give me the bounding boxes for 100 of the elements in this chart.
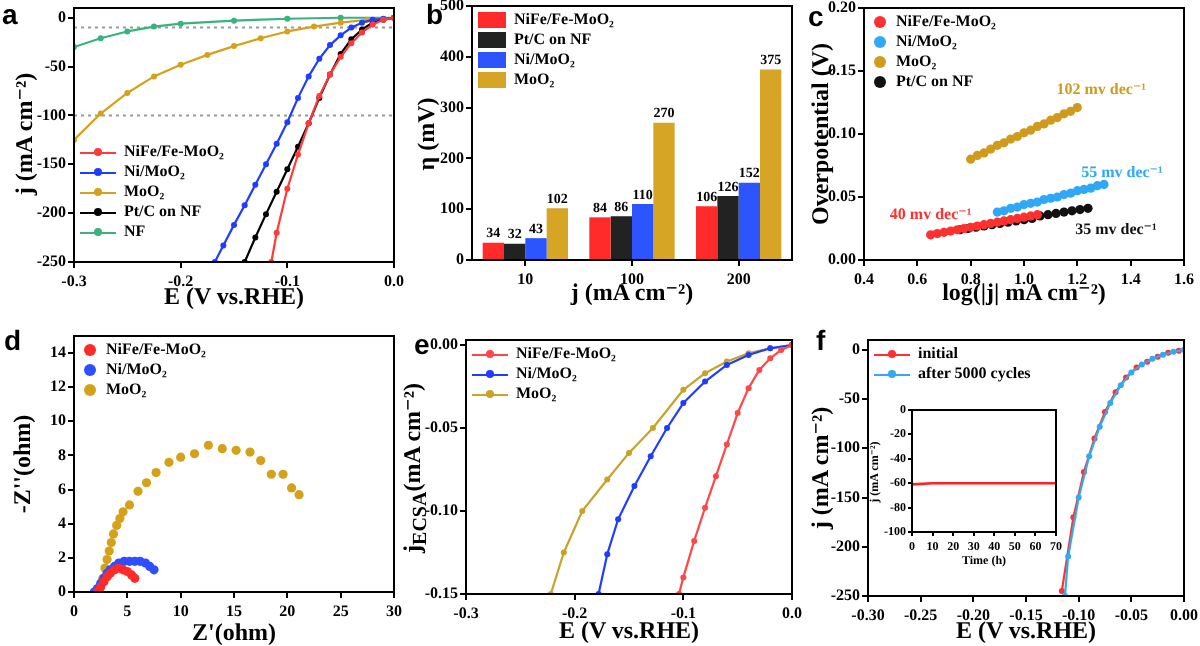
y-tick-label: -200: [830, 536, 860, 555]
y-tick-label: -0.15: [424, 584, 458, 603]
x-tick-label: 20: [279, 601, 296, 620]
legend-label: after 5000 cycles: [918, 364, 1031, 384]
y-tick-label: 200: [440, 148, 464, 167]
y-tick-label: -50: [44, 56, 66, 75]
legend-label: Ni/MoO₂: [106, 360, 167, 380]
x-tick-label: 10: [517, 269, 534, 288]
x-tick-label: 200: [726, 269, 751, 288]
y-tick-label: 2: [58, 547, 66, 566]
legend-label: MoO₂: [896, 52, 937, 72]
x-tick-label: 1.6: [1174, 269, 1194, 288]
annotation: 55 mv dec⁻¹: [1081, 162, 1165, 181]
chart-title: a: [2, 0, 18, 30]
x-tick-label: -0.3: [453, 603, 479, 622]
x-tick-label: -0.15: [1009, 605, 1043, 624]
x-tick-label: -0.1: [274, 271, 301, 290]
legend-label: Ni/MoO₂: [514, 50, 575, 70]
y-tick-label: 0.00: [430, 335, 458, 354]
annotation: 40 mv dec⁻¹: [889, 204, 973, 223]
x-tick-label: 0: [70, 601, 78, 620]
y-axis-title: Overpotential (V): [806, 43, 834, 225]
legend-label: MoO₂: [516, 384, 557, 404]
legend-label: MoO₂: [106, 380, 147, 400]
y-tick-label: 12: [50, 377, 66, 396]
y-axis-title: j (mA cm⁻²): [10, 72, 38, 196]
chart-title: e: [414, 328, 430, 360]
x-tick-label: -0.1: [670, 603, 697, 622]
y-axis-title: j (mA cm⁻²): [806, 406, 834, 530]
x-tick-label: -0.20: [956, 605, 991, 624]
legend-label: NiFe/Fe-MoO₂: [896, 12, 996, 32]
chart-title: f: [816, 324, 826, 356]
x-tick-label: 25: [332, 601, 349, 620]
x-tick-label: 5: [123, 601, 132, 620]
x-tick-label: -0.3: [61, 271, 87, 290]
y-tick-label: -0.10: [424, 501, 458, 520]
x-tick-label: 15: [226, 601, 242, 620]
y-tick-label: 0.00: [828, 250, 856, 269]
x-axis-title: E (V vs.RHE): [558, 616, 700, 644]
y-tick-label: -150: [830, 487, 860, 506]
y-tick-label: 300: [440, 97, 464, 116]
y-tick-label: 500: [440, 0, 464, 15]
x-axis-title: Z'(ohm): [192, 618, 276, 646]
y-tick-label: 0: [456, 250, 464, 269]
legend-label: Pt/C on NF: [896, 72, 974, 92]
y-tick-label: 14: [50, 343, 66, 362]
x-tick-label: 1.0: [1014, 269, 1034, 288]
x-tick-label: 0.6: [907, 269, 928, 288]
y-tick-label: -150: [36, 154, 66, 173]
legend-label: MoO₂: [514, 70, 555, 90]
legend-label: NiFe/Fe-MoO₂: [124, 142, 224, 162]
y-tick-label: 8: [58, 445, 66, 464]
y-tick-label: 0.20: [828, 0, 856, 17]
x-tick-label: -0.2: [561, 603, 588, 622]
x-tick-label: 1.2: [1067, 269, 1088, 288]
legend-label: Pt/C on NF: [514, 30, 592, 50]
legend-label: NF: [124, 222, 146, 242]
x-tick-label: 0.0: [782, 603, 802, 622]
x-tick-label: 0.8: [960, 269, 981, 288]
legend-label: NiFe/Fe-MoO₂: [106, 340, 206, 360]
x-tick-label: -0.30: [851, 605, 885, 624]
y-tick-label: -100: [36, 105, 66, 124]
chart-title: d: [4, 324, 22, 356]
y-tick-label: -250: [830, 586, 860, 605]
y-axis-title: -Z''(ohm): [8, 414, 36, 514]
x-tick-label: -0.10: [1061, 605, 1096, 624]
y-tick-label: 100: [440, 199, 464, 218]
x-tick-label: -0.2: [167, 271, 194, 290]
y-tick-label: 400: [440, 46, 464, 65]
y-axis-title: η (mV): [412, 96, 440, 170]
y-tick-label: 4: [58, 513, 66, 532]
y-tick-label: -250: [36, 252, 66, 271]
x-tick-label: 0.00: [1170, 605, 1198, 624]
x-tick-label: 1.4: [1120, 269, 1141, 288]
y-tick-label: -100: [830, 438, 860, 457]
y-tick-label: 0: [58, 582, 66, 601]
y-tick-label: 6: [58, 479, 66, 498]
x-tick-label: 30: [386, 601, 402, 620]
x-tick-label: 0.0: [384, 271, 404, 290]
annotation: 102 mv dec⁻¹: [1056, 79, 1148, 98]
y-tick-label: -50: [838, 389, 860, 408]
chart-title: c: [808, 0, 824, 32]
y-tick-label: 0: [852, 339, 860, 358]
x-tick-label: 0.4: [854, 269, 874, 288]
x-tick-label: -0.05: [1114, 605, 1149, 624]
y-tick-label: 0: [58, 7, 66, 26]
legend-label: Ni/MoO₂: [516, 364, 577, 384]
legend-label: Pt/C on NF: [124, 202, 202, 222]
legend-label: initial: [918, 344, 959, 364]
annotation: 35 mv dec⁻¹: [1075, 220, 1159, 239]
y-tick-label: 10: [50, 411, 66, 430]
x-tick-label: 10: [172, 601, 189, 620]
legend-label: MoO₂: [124, 182, 165, 202]
y-tick-label: -0.05: [424, 418, 458, 437]
legend-label: NiFe/Fe-MoO₂: [514, 10, 614, 30]
legend-label: Ni/MoO₂: [896, 32, 957, 52]
legend-label: Ni/MoO₂: [124, 162, 185, 182]
y-tick-label: -200: [36, 203, 66, 222]
legend-label: NiFe/Fe-MoO₂: [516, 344, 616, 364]
x-tick-label: -0.25: [903, 605, 938, 624]
